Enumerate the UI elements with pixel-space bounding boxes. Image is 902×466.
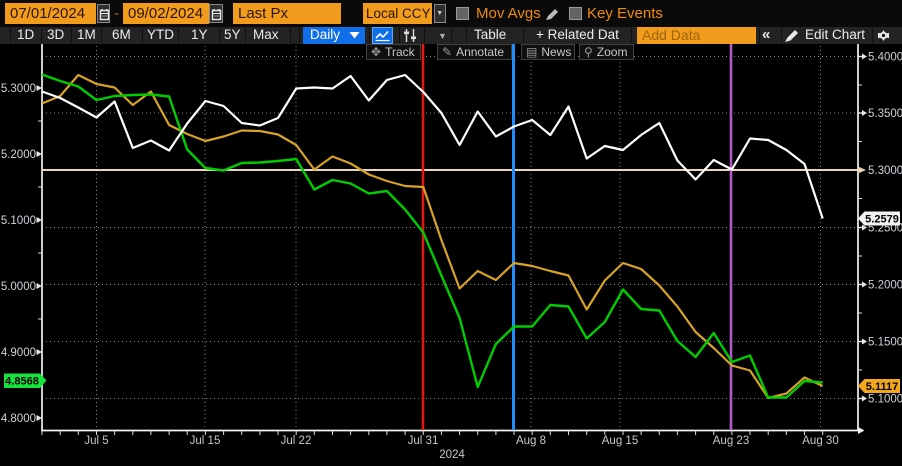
svg-text:Aug 8: Aug 8 [516,435,546,447]
svg-text:Jul 31: Jul 31 [408,435,439,447]
svg-text:5.2579: 5.2579 [865,214,899,226]
svg-text:Jul 22: Jul 22 [281,435,312,447]
svg-text:5.1117: 5.1117 [866,381,898,393]
svg-text:5.2000: 5.2000 [1,149,36,161]
svg-text:4.8568: 4.8568 [5,376,39,388]
svg-text:5.0000: 5.0000 [1,281,36,293]
svg-text:5.4000: 5.4000 [868,52,902,64]
svg-text:Aug 23: Aug 23 [713,435,749,447]
svg-text:5.1000: 5.1000 [1,215,36,227]
svg-text:5.2000: 5.2000 [868,280,902,292]
svg-text:2024: 2024 [439,449,465,461]
svg-text:5.1000: 5.1000 [868,394,902,406]
svg-text:4.8000: 4.8000 [1,413,36,425]
svg-text:Jul 5: Jul 5 [84,435,108,447]
svg-text:5.3000: 5.3000 [1,83,36,95]
svg-text:Aug 30: Aug 30 [802,435,838,447]
svg-text:5.3000: 5.3000 [868,165,902,177]
svg-text:4.9000: 4.9000 [1,347,36,359]
svg-text:5.3500: 5.3500 [868,108,902,120]
svg-text:Aug 15: Aug 15 [602,435,638,447]
svg-text:5.1500: 5.1500 [868,337,902,349]
svg-text:Jul 15: Jul 15 [190,435,221,447]
